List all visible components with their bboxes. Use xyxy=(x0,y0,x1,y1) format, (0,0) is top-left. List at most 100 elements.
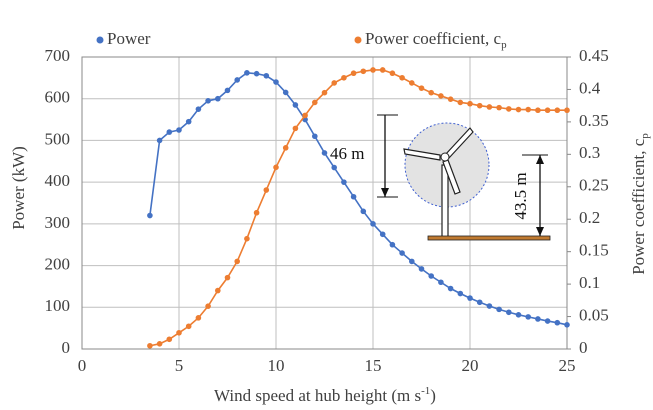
data-point xyxy=(185,118,192,125)
data-point xyxy=(215,95,221,102)
data-point xyxy=(185,323,192,330)
data-point xyxy=(525,314,531,320)
data-point xyxy=(331,80,338,86)
data-point xyxy=(253,70,260,77)
x-axis-label: Wind speed at hub height (m s-1) xyxy=(214,385,436,405)
x-tick-label: 0 xyxy=(78,356,87,375)
y2-axis-label-text: Power coefficient, c xyxy=(629,138,648,275)
data-point xyxy=(409,258,415,265)
data-point xyxy=(409,80,415,86)
data-point xyxy=(486,104,493,110)
data-point xyxy=(350,70,357,77)
annotation: 43.5 m xyxy=(511,172,530,219)
data-point xyxy=(360,68,367,75)
data-point xyxy=(379,67,386,73)
data-point xyxy=(399,250,405,256)
data-point xyxy=(195,106,202,112)
legend-sub: p xyxy=(501,39,507,51)
data-point xyxy=(389,70,396,77)
data-point xyxy=(263,187,270,193)
data-point xyxy=(147,342,153,349)
x-tick-label: 5 xyxy=(175,356,184,375)
legend-marker xyxy=(354,36,362,44)
data-point xyxy=(205,303,211,309)
data-point xyxy=(292,102,299,108)
data-point xyxy=(535,107,541,114)
data-point xyxy=(447,285,454,292)
plot: Power Power coefficient, cp xyxy=(96,29,570,349)
y-tick-label: 700 xyxy=(45,46,71,65)
data-point xyxy=(476,102,483,109)
data-point xyxy=(321,89,328,96)
y2-axis-label-sub: p xyxy=(639,133,651,139)
data-point xyxy=(292,125,299,132)
data-point xyxy=(438,279,444,286)
data-point xyxy=(535,316,541,322)
series-line xyxy=(149,69,567,347)
y-tick-label: 500 xyxy=(45,129,71,148)
y2-tick-label: 0.3 xyxy=(579,143,600,162)
data-point xyxy=(263,72,270,79)
data-point xyxy=(224,87,231,94)
data-point xyxy=(331,164,338,171)
legend-text: Power coefficient, c xyxy=(365,29,502,48)
data-point xyxy=(176,329,182,336)
x-tick-label: 15 xyxy=(365,356,382,375)
data-point xyxy=(341,179,347,185)
y-axis-label: Power (kW) xyxy=(9,146,28,230)
data-point xyxy=(554,107,561,114)
data-point xyxy=(457,99,464,106)
series-line xyxy=(149,72,568,326)
data-point xyxy=(438,93,444,99)
data-point xyxy=(544,107,551,114)
data-point xyxy=(418,85,425,91)
data-point xyxy=(273,79,279,85)
data-point xyxy=(486,303,493,309)
data-point xyxy=(166,336,173,343)
x-axis-label-end: ) xyxy=(430,386,436,405)
data-point xyxy=(195,315,202,321)
data-point xyxy=(515,106,522,113)
data-point xyxy=(370,221,376,227)
data-point xyxy=(176,127,182,133)
data-point xyxy=(428,89,435,96)
y-tick-label: 100 xyxy=(45,296,71,315)
data-point xyxy=(506,106,512,112)
data-point xyxy=(253,209,260,216)
data-point xyxy=(476,299,483,306)
y2-tick-label: 0.4 xyxy=(579,78,601,97)
data-point xyxy=(312,99,318,106)
plot-border xyxy=(81,56,568,350)
y2-axis-label: Power coefficient, cp xyxy=(629,133,651,275)
x-axis-label-sup: -1 xyxy=(421,385,430,397)
y-tick-label: 400 xyxy=(45,171,71,190)
axes: 010020030040050060070000.050.10.150.20.2… xyxy=(45,46,609,375)
data-point xyxy=(244,70,250,76)
y2-tick-label: 0.35 xyxy=(579,111,609,130)
y2-tick-label: 0.25 xyxy=(579,176,609,195)
data-point xyxy=(302,112,308,119)
y2-tick-label: 0 xyxy=(579,338,588,357)
data-point xyxy=(447,96,454,102)
data-point xyxy=(360,208,367,215)
data-point xyxy=(350,193,357,200)
data-point xyxy=(564,322,570,328)
data-point xyxy=(370,67,376,73)
y-tick-label: 300 xyxy=(45,213,71,232)
data-point xyxy=(205,98,211,104)
data-point xyxy=(379,231,386,238)
y-tick-label: 0 xyxy=(62,338,71,357)
y2-tick-label: 0.15 xyxy=(579,241,609,260)
data-point xyxy=(554,319,561,326)
data-point xyxy=(544,318,551,324)
data-point xyxy=(234,77,240,83)
y-tick-label: 600 xyxy=(45,88,71,107)
data-point xyxy=(457,290,464,297)
legend-text: Power xyxy=(107,29,151,48)
data-point xyxy=(341,74,347,81)
legend-label: Power xyxy=(107,29,151,48)
data-point xyxy=(564,107,570,114)
legend-label: Power coefficient, cp xyxy=(365,29,507,51)
data-point xyxy=(467,100,473,107)
